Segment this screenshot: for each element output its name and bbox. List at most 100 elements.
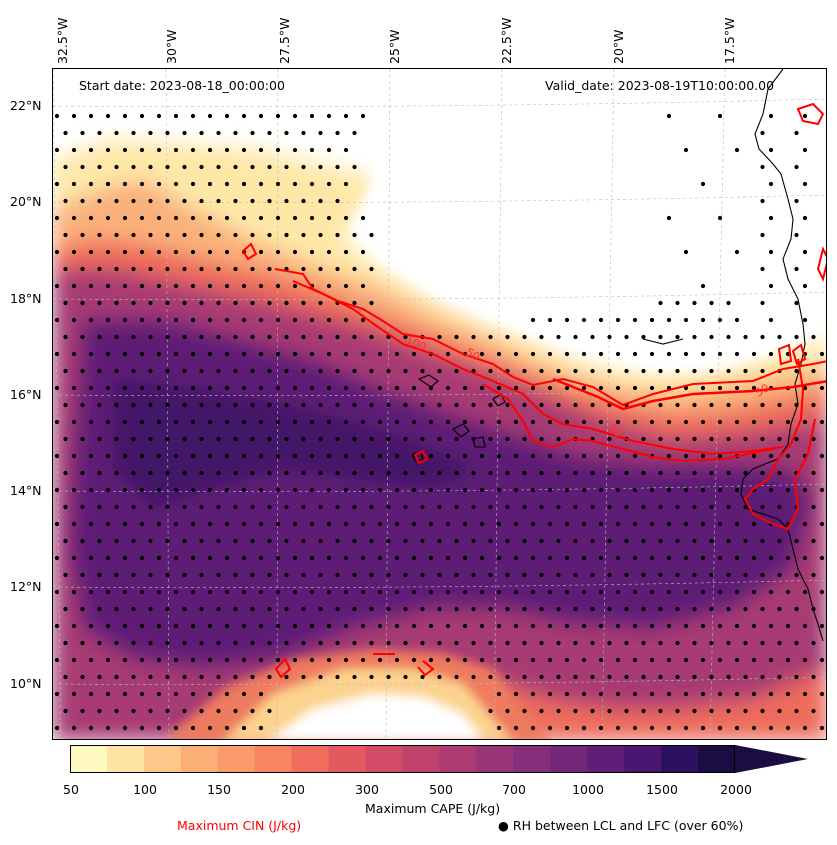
rh-dot: [88, 657, 94, 663]
rh-dot: [683, 657, 689, 663]
rh-dot: [352, 504, 357, 510]
rh-dot: [258, 317, 264, 323]
rh-dot: [54, 317, 60, 323]
rh-dot: [700, 453, 706, 459]
rh-dot: [139, 385, 145, 391]
rh-dot: [734, 487, 740, 493]
rh-dot: [513, 521, 519, 527]
rh-dot: [471, 504, 476, 510]
rh-dot: [564, 351, 570, 357]
rh-dot: [131, 470, 136, 476]
rh-dot: [258, 419, 264, 425]
rh-dot: [105, 589, 111, 595]
rh-dot: [326, 419, 332, 425]
rh-dot: [666, 691, 672, 697]
rh-dot: [471, 470, 476, 476]
rh-dot: [258, 589, 264, 595]
rh-dot: [598, 351, 604, 357]
rh-dot: [139, 487, 145, 493]
rh-dot: [649, 691, 655, 697]
rh-dot: [207, 419, 213, 425]
rh-dot: [700, 351, 706, 357]
rh-dot: [717, 385, 723, 391]
rh-dot: [318, 266, 323, 272]
rh-dot: [522, 708, 527, 714]
rh-dot: [54, 147, 60, 153]
rh-dot: [224, 725, 230, 731]
rh-dot: [165, 368, 170, 374]
rh-dot: [437, 334, 442, 340]
rh-dot: [505, 606, 510, 612]
rh-dot: [734, 521, 740, 527]
rh-dot: [224, 181, 230, 187]
rh-dot: [352, 232, 357, 238]
rh-dot: [564, 657, 570, 663]
rh-dot: [241, 521, 247, 527]
rh-dot: [403, 572, 408, 578]
rh-dot: [590, 470, 595, 476]
rh-dot: [122, 657, 128, 663]
rh-dot: [768, 113, 774, 119]
rh-dot: [386, 640, 391, 646]
rh-dot: [802, 317, 808, 323]
rh-dot: [54, 521, 60, 527]
rh-dot: [794, 334, 799, 340]
rh-dot: [190, 419, 196, 425]
rh-dot: [309, 521, 315, 527]
rh-dot: [488, 402, 493, 408]
rh-dot: [343, 487, 349, 493]
rh-dot: [420, 538, 425, 544]
colorbar-cell: [143, 745, 182, 773]
rh-dot: [301, 402, 306, 408]
rh-dot: [437, 674, 442, 680]
rh-dot: [556, 572, 561, 578]
rh-dot: [632, 419, 638, 425]
rh-dot: [394, 589, 400, 595]
rh-dot: [420, 436, 425, 442]
rh-dot: [216, 708, 221, 714]
rh-dot: [513, 385, 519, 391]
rh-dot: [445, 555, 451, 561]
coastline: [412, 69, 824, 642]
rh-dot: [751, 385, 757, 391]
rh-dot: [726, 572, 731, 578]
rh-dot: [114, 164, 119, 170]
colorbar-cell: [106, 745, 145, 773]
lat-label-20n: 20°N: [10, 194, 42, 209]
rh-dot: [352, 538, 357, 544]
rh-dot: [683, 521, 689, 527]
rh-dot: [726, 504, 731, 510]
rh-dot: [615, 453, 621, 459]
rh-dot: [471, 538, 476, 544]
rh-dot: [709, 436, 714, 442]
rh-dot: [182, 266, 187, 272]
rh-dot: [496, 453, 502, 459]
rh-dot: [165, 198, 170, 204]
rh-dot: [352, 572, 357, 578]
valid-date-label: Valid_date: 2023-08-19T10:00:00.00: [545, 78, 775, 93]
rh-dot: [114, 198, 119, 204]
rh-dot: [199, 640, 204, 646]
rh-dot: [709, 368, 714, 374]
rh-dot: [777, 470, 782, 476]
rh-dot: [267, 572, 272, 578]
rh-dot: [488, 334, 493, 340]
rh-dot: [165, 640, 170, 646]
rh-dot: [63, 504, 68, 510]
rh-dot: [199, 164, 204, 170]
rh-dot: [700, 181, 706, 187]
rh-dot: [420, 402, 425, 408]
rh-dot: [462, 657, 468, 663]
rh-dot: [148, 130, 153, 136]
rh-dot: [173, 317, 179, 323]
rh-dot: [190, 385, 196, 391]
rh-dot: [394, 657, 400, 663]
rh-dot: [428, 453, 434, 459]
rh-dot: [403, 674, 408, 680]
rh-dot: [233, 334, 238, 340]
rh-dot: [802, 589, 808, 595]
rh-dot: [71, 113, 77, 119]
rh-dot: [598, 419, 604, 425]
cin-contours: [241, 102, 826, 679]
rh-dot: [241, 419, 247, 425]
